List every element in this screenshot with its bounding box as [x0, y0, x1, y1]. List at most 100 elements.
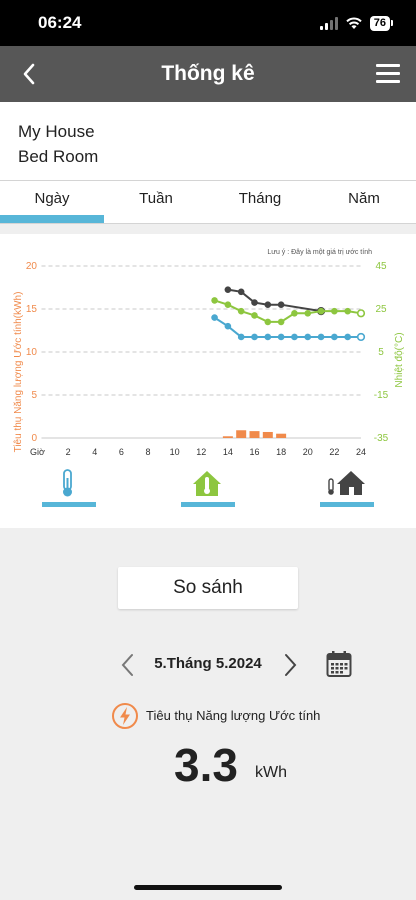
period-tabs: Ngày Tuần Tháng Năm	[0, 180, 416, 224]
energy-unit: kWh	[255, 764, 287, 781]
setpoint-point	[264, 318, 272, 326]
nav-bar: Thống kê	[0, 46, 416, 102]
setpoint-point	[317, 307, 325, 315]
setpoint-point	[291, 310, 298, 317]
location-panel: My House Bed Room	[0, 102, 416, 180]
y-left-tick-label: 15	[26, 304, 38, 315]
tab-year[interactable]: Năm	[348, 190, 380, 207]
x-tick-label: 24	[356, 447, 366, 457]
energy-bar	[236, 430, 247, 438]
x-tick-label: 18	[276, 447, 286, 457]
chart-card: Lưu ý : Đây là một giá trị ước tính Tiêu…	[0, 234, 416, 528]
chart-note: Lưu ý : Đây là một giá trị ước tính	[267, 249, 372, 256]
x-tick-label: 12	[196, 447, 206, 457]
lightning-icon	[112, 703, 138, 729]
indoor-point	[224, 322, 232, 330]
outdoor-point	[237, 288, 245, 296]
energy-label: Tiêu thụ Năng lượng Ước tính	[146, 708, 321, 723]
status-icons: 76	[319, 14, 394, 32]
indoor-point	[304, 333, 312, 341]
indoor-point	[356, 332, 366, 342]
energy-bar	[222, 436, 233, 438]
tab-week[interactable]: Tuần	[139, 190, 173, 207]
x-axis-label: Giờ	[30, 447, 45, 457]
setpoint-point	[224, 301, 232, 308]
outdoor-point	[251, 299, 258, 306]
setpoint-point	[344, 307, 351, 315]
y-axis-left-label: Tiêu thụ Năng lượng Ước tính(kWh)	[13, 292, 24, 453]
next-date-icon[interactable]	[280, 652, 300, 678]
energy-temperature-chart: Lưu ý : Đây là một giá trị ước tính Tiêu…	[13, 249, 405, 507]
outdoor-point	[264, 301, 272, 308]
wifi-icon	[346, 17, 362, 29]
house-name: My House	[18, 122, 95, 141]
indoor-point	[317, 333, 325, 341]
x-tick-label: 10	[170, 447, 180, 457]
active-tab-indicator	[0, 215, 104, 223]
prev-date-icon[interactable]	[118, 652, 138, 678]
setpoint-point	[304, 310, 312, 317]
y-right-tick-label: -35	[374, 433, 389, 444]
indoor-point	[211, 314, 218, 321]
y-right-tick-label: 25	[375, 304, 387, 315]
y-left-tick-label: 5	[31, 390, 37, 401]
tab-day[interactable]: Ngày	[34, 190, 70, 207]
indoor-series-line	[214, 316, 361, 338]
tab-month[interactable]: Tháng	[238, 190, 282, 207]
setpoint-point	[251, 312, 258, 319]
energy-bar	[276, 433, 287, 438]
indoor-point	[264, 333, 272, 341]
legend-bar-outdoor	[320, 502, 374, 507]
y-axis-right-label: Nhiệt độ(°C)	[394, 332, 405, 387]
x-tick-label: 14	[223, 447, 233, 457]
indoor-point	[237, 333, 245, 341]
indoor-point	[344, 333, 351, 341]
indoor-point	[277, 333, 285, 341]
chevron-left-icon[interactable]	[16, 60, 44, 88]
setpoint-point	[356, 309, 366, 318]
date-label: 5.Tháng 5.2024	[154, 655, 262, 672]
page-title: Thống kê	[161, 62, 255, 85]
home-indicator	[134, 885, 282, 890]
y-left-tick-label: 0	[31, 433, 37, 444]
legend-bar-setpoint	[181, 502, 235, 507]
signal-icon	[319, 16, 338, 30]
hamburger-menu-icon[interactable]	[376, 64, 400, 84]
energy-bar	[249, 431, 260, 438]
indoor-point	[291, 333, 298, 341]
x-tick-label: 4	[92, 447, 97, 457]
y-left-tick-label: 20	[26, 261, 38, 272]
setpoint-point	[237, 307, 245, 315]
status-time: 06:24	[38, 13, 82, 32]
energy-value: 3.3	[174, 739, 238, 791]
room-name: Bed Room	[18, 147, 99, 166]
y-left-tick-label: 10	[26, 347, 38, 358]
outdoor-house-legend-icon	[320, 471, 374, 507]
energy-bar	[262, 431, 273, 438]
outdoor-point	[224, 286, 232, 293]
indoor-point	[331, 333, 338, 341]
status-bar: 06:24 76	[0, 0, 416, 46]
setpoint-series-line	[214, 299, 362, 323]
energy-summary-row: Tiêu thụ Năng lượng Ước tính	[0, 702, 416, 730]
x-tick-label: 16	[249, 447, 259, 457]
calendar-icon[interactable]	[326, 650, 352, 678]
setpoint-point	[331, 307, 338, 315]
battery-indicator: 76	[369, 15, 394, 31]
outdoor-point	[277, 301, 285, 308]
y-right-tick-label: -15	[374, 390, 389, 401]
compare-button[interactable]: So sánh	[118, 567, 298, 609]
y-right-tick-label: 45	[375, 261, 387, 272]
indoor-point	[251, 333, 258, 341]
legend-bar-indoor	[42, 502, 96, 507]
house-thermometer-legend-icon	[181, 471, 235, 507]
x-tick-label: 22	[329, 447, 339, 457]
setpoint-point	[277, 318, 285, 326]
x-tick-label: 2	[66, 447, 71, 457]
x-tick-label: 8	[145, 447, 150, 457]
x-tick-label: 20	[303, 447, 313, 457]
x-tick-label: 6	[119, 447, 124, 457]
y-right-tick-label: 5	[378, 347, 384, 358]
thermometer-legend-icon	[42, 469, 96, 507]
date-selector: 5.Tháng 5.2024	[0, 648, 416, 682]
